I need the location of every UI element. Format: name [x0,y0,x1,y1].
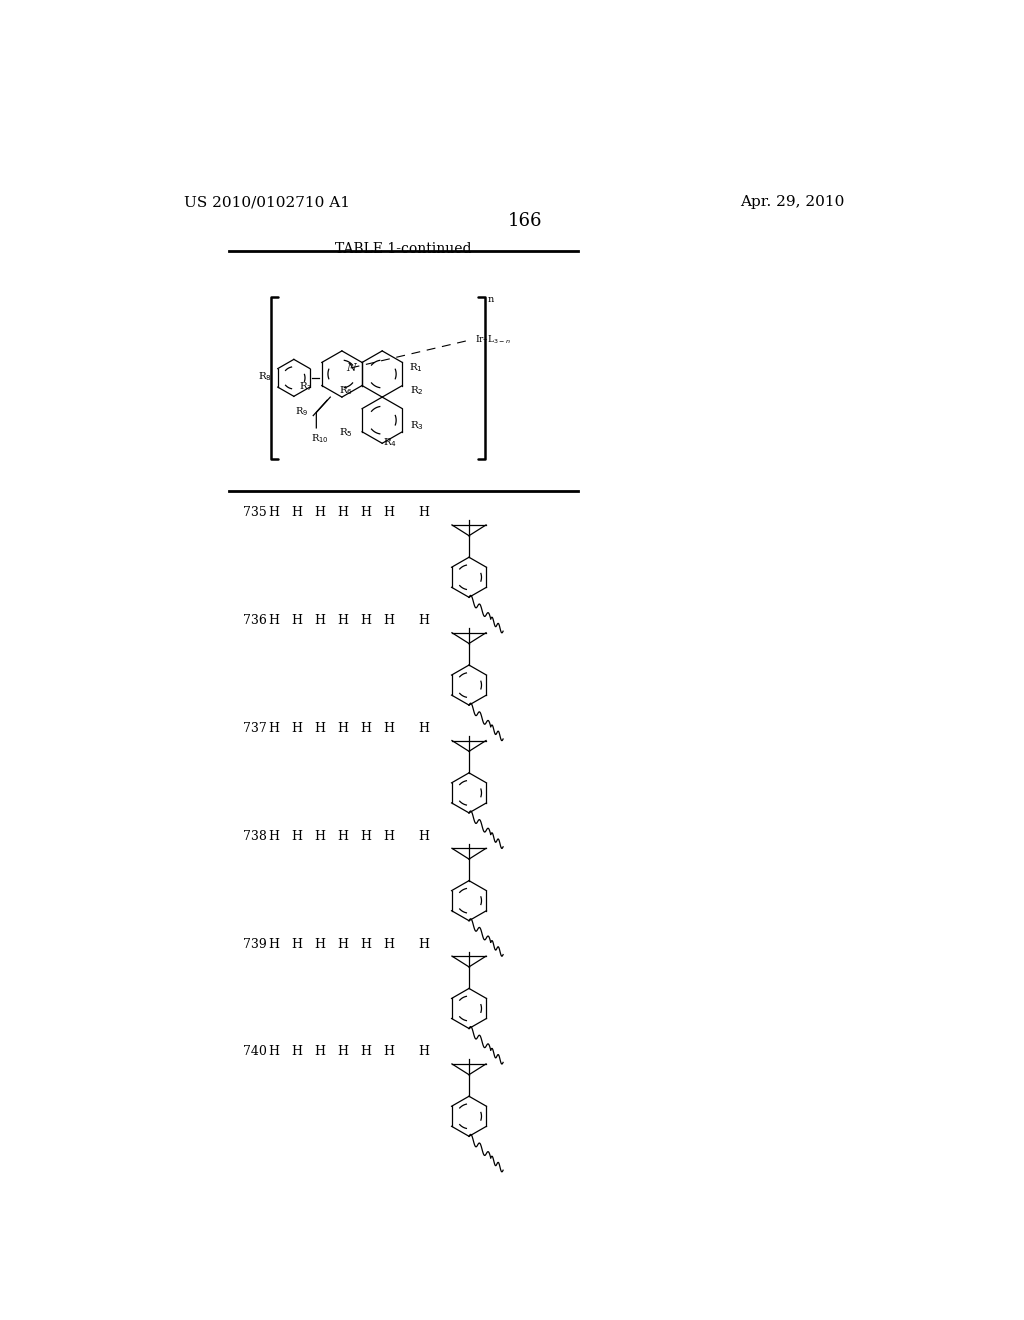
Text: R$_9$: R$_9$ [295,405,308,418]
Text: R$_1$: R$_1$ [409,362,423,374]
Text: 166: 166 [508,213,542,230]
Text: TABLE 1-continued: TABLE 1-continued [335,242,471,256]
Text: 738: 738 [243,830,266,843]
Text: Ir–L$_{3-n}$: Ir–L$_{3-n}$ [475,333,511,346]
Text: H   H   H   H   H   H      H: H H H H H H H [269,1045,430,1059]
Text: 739: 739 [243,937,266,950]
Text: Apr. 29, 2010: Apr. 29, 2010 [740,195,845,210]
Text: H   H   H   H   H   H      H: H H H H H H H [269,937,430,950]
Text: R$_6$: R$_6$ [339,384,352,397]
Text: R$_4$: R$_4$ [383,437,397,449]
Text: 736: 736 [243,614,266,627]
Text: US 2010/0102710 A1: US 2010/0102710 A1 [183,195,350,210]
Text: R$_7$: R$_7$ [299,380,312,393]
Text: H   H   H   H   H   H      H: H H H H H H H [269,507,430,520]
Text: H   H   H   H   H   H      H: H H H H H H H [269,830,430,843]
Text: R$_3$: R$_3$ [410,418,424,432]
Text: H   H   H   H   H   H      H: H H H H H H H [269,614,430,627]
Text: H   H   H   H   H   H      H: H H H H H H H [269,722,430,735]
Text: R$_5$: R$_5$ [339,426,352,440]
Text: R$_8$: R$_8$ [258,370,272,383]
Text: 735: 735 [243,507,266,520]
Text: R$_2$: R$_2$ [410,384,424,397]
Text: 740: 740 [243,1045,266,1059]
Text: N: N [346,363,356,372]
Text: n: n [487,296,494,305]
Text: R$_{10}$: R$_{10}$ [310,432,329,445]
Text: 737: 737 [243,722,266,735]
